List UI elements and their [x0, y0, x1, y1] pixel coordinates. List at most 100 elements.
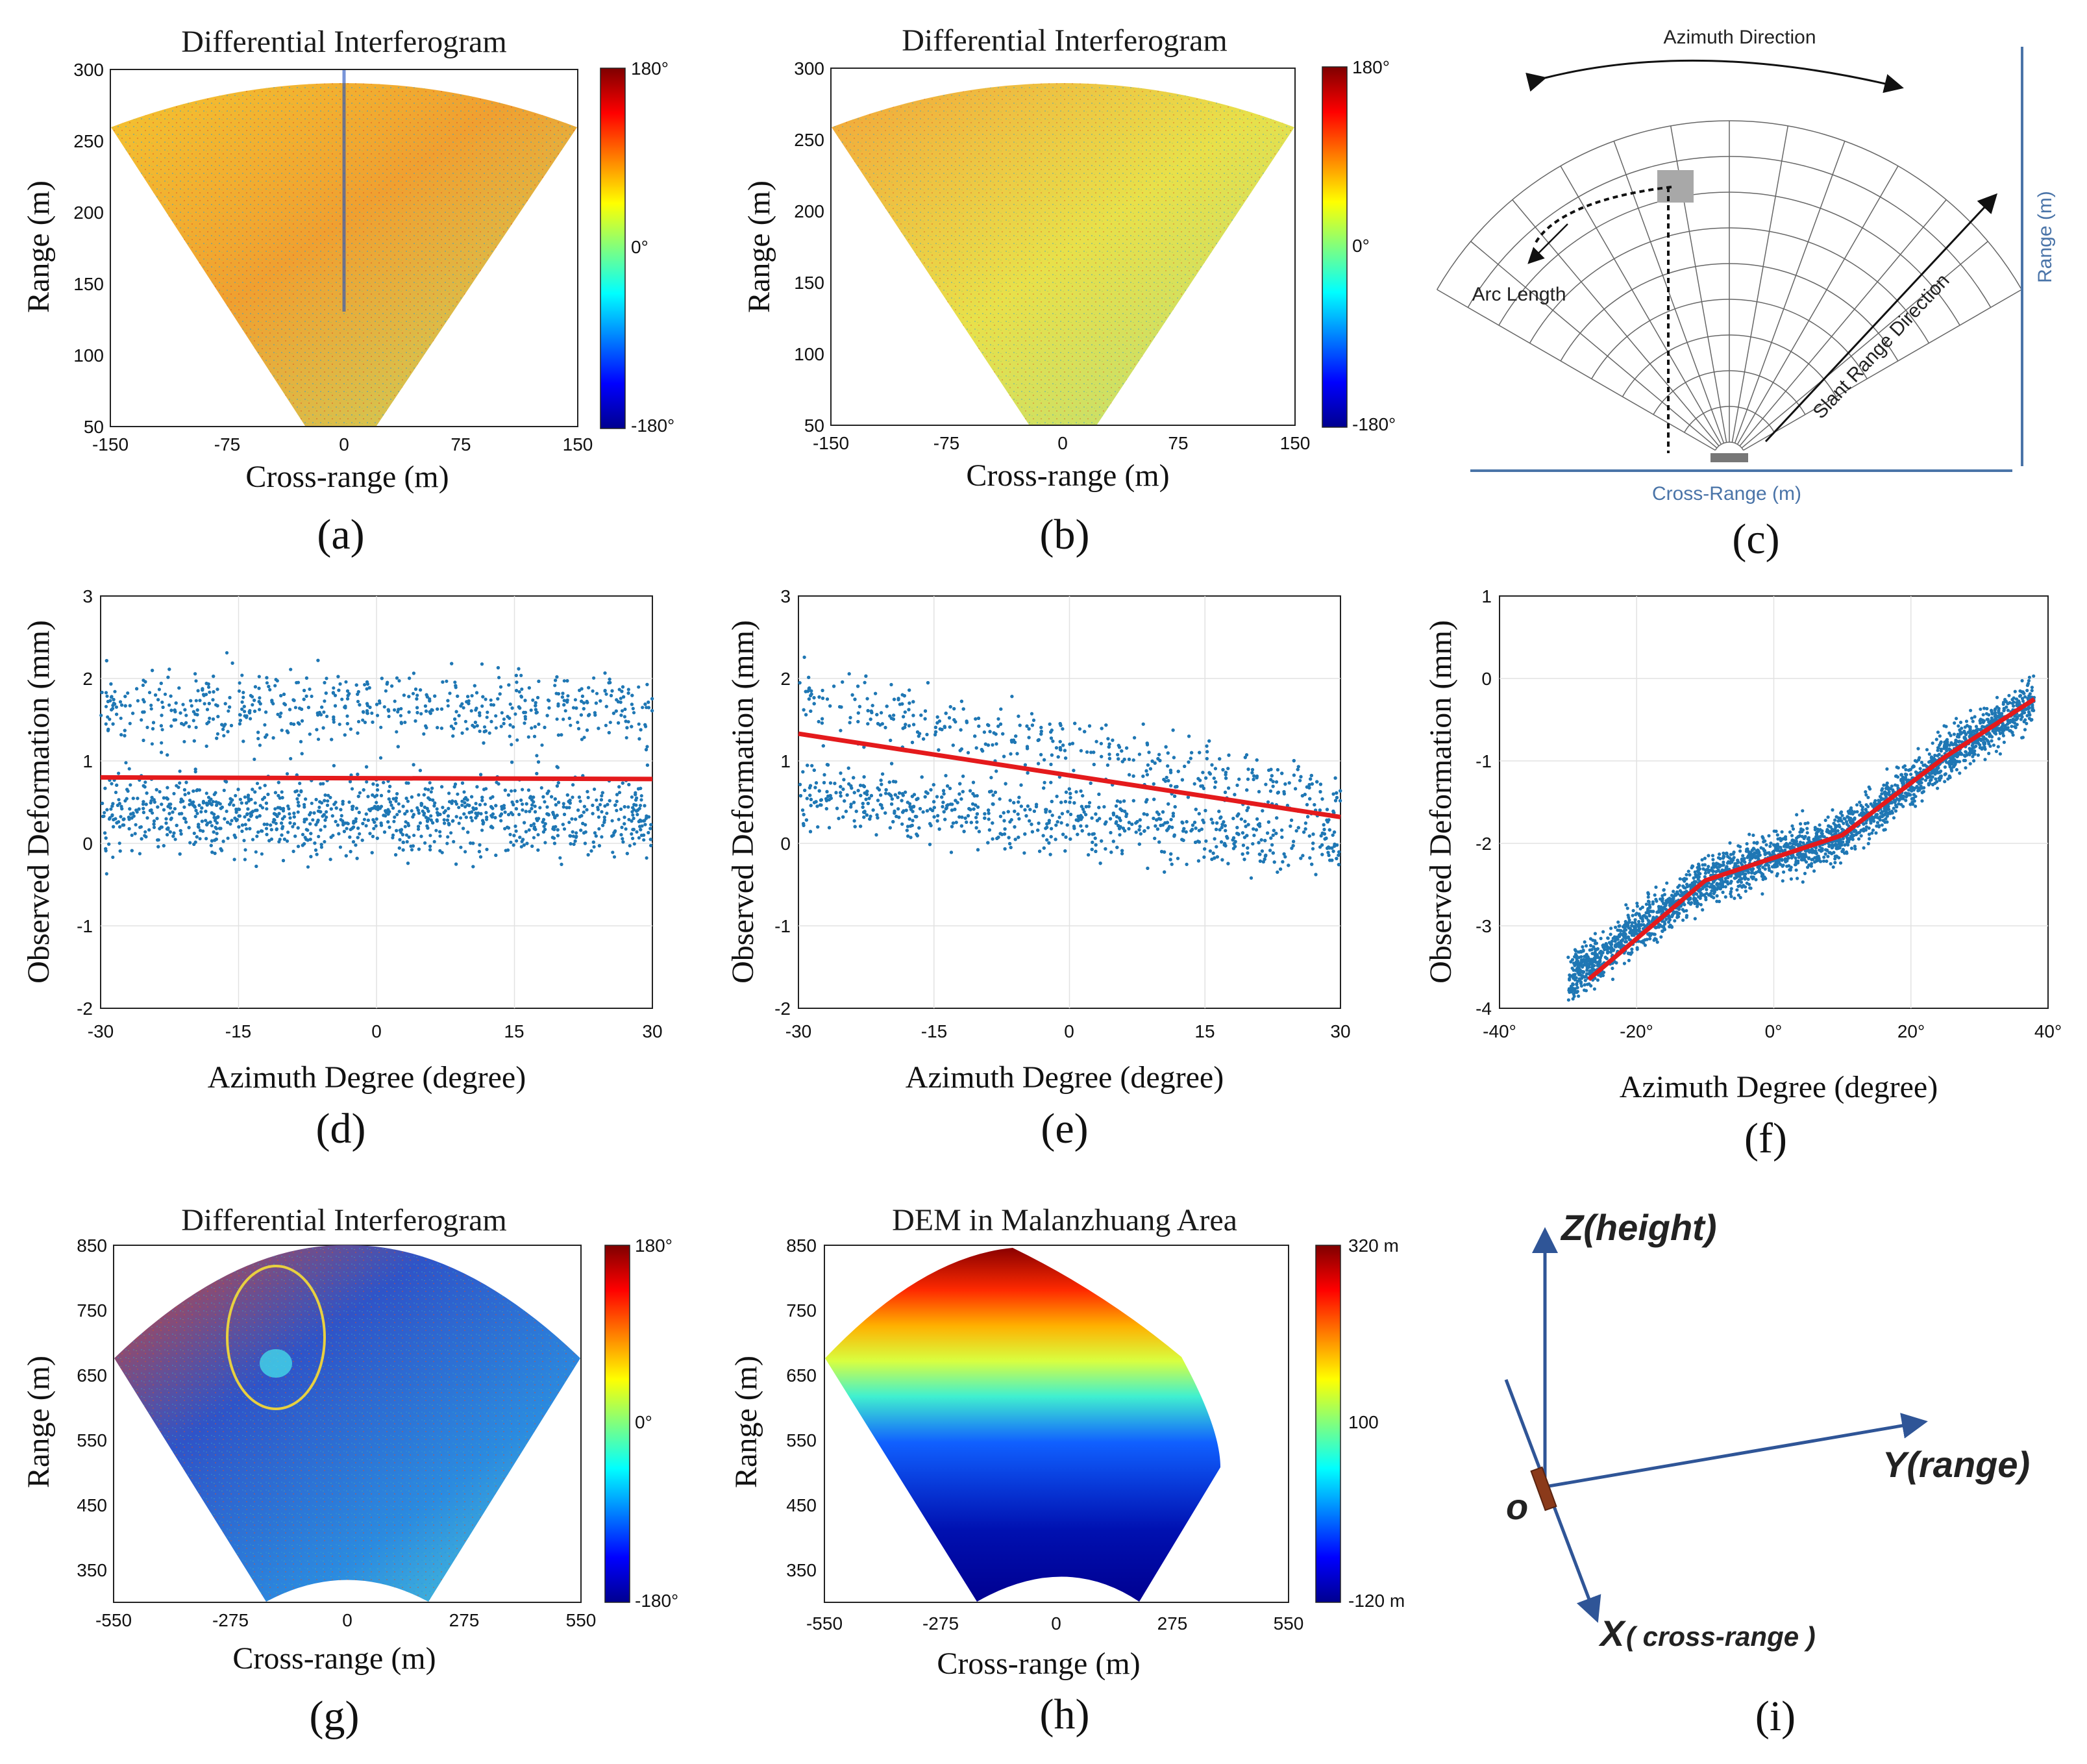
data-point — [874, 833, 878, 837]
data-point — [452, 727, 456, 730]
data-point — [1243, 819, 1247, 823]
target-cell — [1657, 170, 1694, 203]
panel-d-yticks: -2 -1 0 1 2 3 — [77, 586, 93, 1019]
data-point — [349, 727, 353, 731]
data-point — [152, 819, 156, 823]
panel-b-label: (b) — [1040, 511, 1090, 558]
data-point — [508, 723, 512, 727]
data-point — [1058, 747, 1062, 751]
data-point — [562, 679, 566, 683]
data-point — [282, 838, 286, 841]
data-point — [131, 811, 135, 815]
data-point — [475, 706, 478, 710]
data-point — [362, 710, 365, 714]
data-point — [503, 810, 507, 814]
data-point — [470, 819, 474, 823]
data-point — [436, 707, 439, 711]
data-point — [1008, 799, 1012, 802]
data-point — [496, 665, 500, 670]
data-point — [130, 833, 134, 838]
data-point — [1098, 817, 1102, 821]
data-point — [971, 780, 976, 784]
data-point — [520, 687, 524, 691]
data-point — [556, 834, 560, 838]
data-point — [216, 715, 220, 719]
data-point — [256, 830, 260, 834]
data-point — [1226, 862, 1230, 865]
data-point — [278, 715, 282, 719]
data-point — [587, 713, 591, 717]
data-point — [315, 820, 319, 824]
data-point — [1219, 815, 1223, 819]
data-point — [944, 774, 948, 778]
data-point — [395, 676, 399, 680]
data-point — [296, 826, 300, 830]
data-point — [183, 708, 187, 712]
data-point — [336, 823, 340, 827]
data-point — [289, 667, 293, 671]
data-point — [868, 817, 872, 821]
data-point — [271, 736, 275, 740]
data-point — [541, 795, 545, 799]
data-point — [524, 830, 528, 834]
data-point — [915, 797, 919, 801]
data-point — [364, 824, 368, 828]
data-point — [574, 817, 578, 821]
data-point — [128, 721, 132, 725]
data-point — [573, 698, 578, 702]
data-point — [375, 783, 379, 787]
data-point — [643, 723, 647, 727]
data-point — [394, 853, 398, 857]
data-point — [935, 819, 939, 823]
data-point — [260, 806, 265, 810]
data-point — [358, 791, 362, 795]
data-point — [258, 814, 262, 818]
data-point — [974, 815, 978, 819]
data-point — [637, 836, 641, 840]
arc-path — [1534, 186, 1672, 244]
data-point — [571, 834, 575, 838]
data-point — [104, 691, 108, 695]
data-point — [497, 676, 501, 680]
data-point — [488, 731, 491, 735]
x-tick: 150 — [563, 434, 593, 454]
data-point — [140, 718, 143, 722]
data-point — [242, 839, 246, 843]
data-point — [100, 690, 104, 695]
data-point — [503, 788, 507, 792]
data-point — [124, 761, 128, 765]
data-point — [1220, 840, 1224, 844]
data-point — [168, 830, 172, 834]
data-point — [571, 783, 575, 787]
data-point — [1246, 846, 1250, 850]
data-point — [526, 735, 530, 739]
data-point — [388, 784, 392, 788]
data-point — [415, 697, 419, 701]
data-point — [1194, 826, 1198, 830]
data-point — [580, 687, 584, 691]
data-point — [518, 836, 522, 839]
data-point — [169, 724, 173, 728]
data-point — [1185, 862, 1189, 866]
data-point — [334, 819, 338, 823]
data-point — [489, 702, 493, 707]
data-point — [1094, 739, 1098, 743]
data-point — [257, 675, 261, 678]
data-point — [1023, 763, 1027, 767]
data-point — [635, 830, 639, 834]
data-point — [1146, 866, 1150, 870]
y-tick: 200 — [73, 203, 104, 223]
data-point — [395, 792, 399, 796]
data-point — [1171, 728, 1175, 732]
data-point — [1271, 780, 1275, 784]
data-point — [521, 788, 525, 791]
data-point — [593, 713, 597, 717]
data-point — [228, 705, 232, 709]
data-point — [196, 825, 201, 828]
data-point — [323, 825, 327, 828]
data-point — [164, 821, 168, 825]
data-point — [204, 810, 208, 814]
data-point — [854, 810, 858, 814]
data-point — [555, 675, 559, 679]
data-point — [1022, 851, 1026, 855]
